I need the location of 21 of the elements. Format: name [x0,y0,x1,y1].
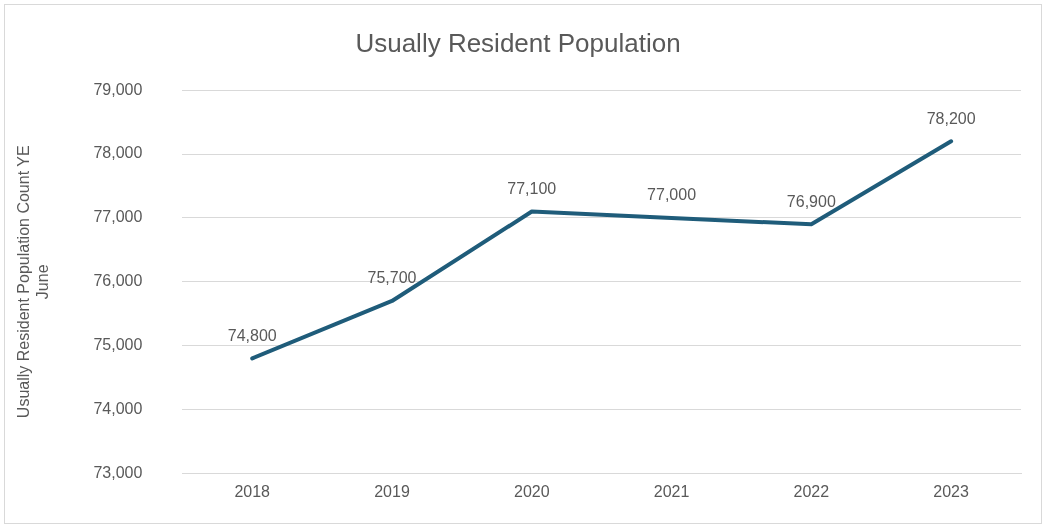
y-tick-label: 75,000 [93,336,143,354]
y-tick-label: 78,000 [93,144,143,162]
chart-title: Usually Resident Population [355,27,681,58]
data-label: 77,000 [647,186,697,204]
y-tick-label: 74,000 [93,399,143,417]
data-label: 74,800 [227,326,277,344]
y-tick-label: 77,000 [93,208,143,226]
y-axis-title: Usually Resident Population Count YE June [15,145,52,419]
data-label: 77,100 [507,179,557,197]
data-label: 76,900 [786,192,836,210]
x-tick-label: 2022 [793,483,830,501]
y-tick-label: 76,000 [93,272,143,290]
x-tick-label: 2021 [653,483,690,501]
x-tick-label: 2023 [933,483,970,501]
y-tick-label: 73,000 [93,463,143,481]
x-tick-label: 2020 [513,483,550,501]
y-tick-label: 79,000 [93,80,143,98]
x-tick-label: 2019 [374,483,410,501]
data-label: 75,700 [367,269,417,287]
x-tick-label: 2018 [234,483,271,501]
data-label: 78,200 [926,109,976,127]
